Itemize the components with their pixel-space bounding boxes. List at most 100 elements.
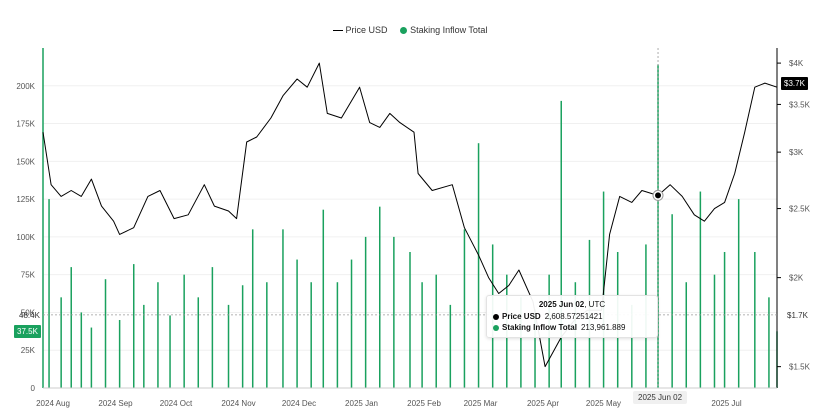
inflow-dot-icon: [493, 324, 499, 331]
inflow-bar: [183, 274, 185, 388]
tooltip-timezone: , UTC: [584, 300, 606, 309]
x-axis-tick-label: 2024 Sep: [98, 399, 133, 408]
tooltip-date: 2025 Jun 02: [538, 300, 585, 309]
right-axis-tick-label: $3K: [789, 148, 804, 157]
inflow-bar: [754, 252, 756, 388]
inflow-bar: [560, 100, 562, 388]
x-axis-tick-label: 2025 Apr: [527, 399, 559, 408]
inflow-bar: [657, 64, 659, 389]
price-line-swatch: [332, 29, 343, 31]
left-axis-tick-label: 200K: [16, 82, 35, 91]
right-axis-tick-label: $2.5K: [789, 205, 811, 214]
inflow-bar: [70, 267, 72, 388]
x-axis-tick-label: 2025 Mar: [464, 399, 498, 408]
inflow-bar: [737, 199, 740, 388]
inflow-bar: [520, 297, 522, 388]
left-current-badge: 37.5K: [14, 325, 41, 338]
inflow-bar: [421, 282, 423, 388]
x-axis-tick-label: 2025 May: [586, 399, 621, 408]
legend-inflow[interactable]: Staking Inflow Total: [400, 25, 487, 35]
inflow-bar: [118, 320, 121, 388]
inflow-bar: [393, 236, 395, 388]
legend-price-label: Price USD: [345, 24, 388, 35]
legend-inflow-label: Staking Inflow Total: [410, 24, 488, 35]
inflow-bar: [211, 267, 214, 388]
inflow-bar: [60, 297, 62, 388]
left-guide-badge: 48.4K: [19, 311, 40, 320]
inflow-bar: [282, 229, 284, 388]
hover-overlay: [43, 48, 777, 388]
left-axis-tick-label: 125K: [16, 195, 35, 204]
tooltip-date-line: 2025 Jun 02, UTC: [493, 300, 651, 309]
right-axis-tick-label: $4K: [789, 59, 804, 68]
inflow-bar: [477, 143, 480, 388]
left-axis-tick-label: 100K: [16, 233, 35, 242]
left-axis-tick-label: 25K: [21, 346, 36, 355]
legend-price[interactable]: Price USD: [332, 24, 388, 35]
right-guide-badge: $1.7K: [787, 311, 808, 320]
inflow-bar: [685, 282, 688, 388]
inflow-bars: [42, 48, 778, 389]
inflow-bar: [435, 274, 437, 388]
right-current-badge: $3.7K: [781, 77, 808, 90]
inflow-bar: [409, 252, 411, 388]
axes: 0 25K 50K 75K 100K 125K 150K 175K 200K $1.5K $2K $2…: [16, 48, 811, 408]
inflow-bar: [90, 327, 93, 388]
price-line: [42, 62, 778, 368]
x-axis-tick-label: 2024 Oct: [160, 399, 193, 408]
inflow-bar: [227, 304, 230, 388]
inflow-bar: [463, 229, 466, 388]
tooltip-price-value: 2,608.57251421: [544, 312, 603, 321]
inflow-bar: [80, 312, 83, 388]
inflow-bar: [42, 48, 44, 388]
inflow-bar: [104, 279, 107, 388]
inflow-bar: [251, 229, 254, 388]
left-axis-tick-label: 175K: [16, 120, 35, 129]
left-axis-tick-label: 0: [31, 384, 36, 393]
inflow-bar: [631, 304, 633, 388]
inflow-bar: [296, 259, 298, 388]
tooltip-inflow-value: 213,961.889: [580, 323, 626, 332]
tooltip-price-row: Price USD 2,608.57251421: [493, 311, 651, 322]
inflow-bar: [169, 315, 171, 388]
inflow-dot-swatch: [400, 26, 408, 34]
hover-tooltip: 2025 Jun 02, UTC Price USD 2,608.57251421…: [486, 295, 658, 338]
inflow-bar: [266, 282, 268, 388]
tooltip-inflow-row: Staking Inflow Total 213,961.889: [493, 322, 651, 333]
x-axis-tick-label: 2025 Feb: [407, 399, 441, 408]
x-hover-badge: 2025 Jun 02: [633, 391, 688, 404]
right-axis-tick-label: $1.5K: [789, 363, 811, 372]
x-axis-tick-label: 2025 Jan: [345, 399, 378, 408]
price-dot-icon: [493, 313, 499, 320]
inflow-bar: [132, 264, 135, 388]
inflow-bar: [768, 297, 770, 388]
tooltip-inflow-name: Staking Inflow Total: [502, 323, 577, 332]
price-line-group: [42, 62, 778, 368]
inflow-bar: [379, 206, 381, 388]
inflow-bar: [449, 304, 452, 388]
inflow-bar: [364, 236, 367, 388]
inflow-bar: [157, 282, 159, 388]
inflow-bar: [671, 214, 673, 388]
left-axis-tick-label: 150K: [16, 157, 35, 166]
inflow-bar: [723, 252, 726, 388]
right-axis-tick-label: $3.5K: [789, 100, 811, 109]
inflow-bar: [241, 285, 244, 388]
inflow-bar: [322, 209, 325, 388]
x-axis-tick-label: 2024 Nov: [221, 399, 255, 408]
inflow-bar: [310, 282, 312, 388]
chart-legend: Price USD Staking Inflow Total: [0, 24, 820, 35]
left-axis-tick-label: 50K: [21, 308, 36, 317]
inflow-bar: [336, 282, 339, 388]
inflow-bar: [48, 199, 50, 388]
x-axis-tick-label: 2024 Dec: [282, 399, 316, 408]
inflow-bar: [713, 274, 716, 388]
left-axis-tick-label: 75K: [21, 271, 36, 280]
inflow-bar: [143, 304, 145, 388]
tooltip-price-name: Price USD: [502, 312, 541, 321]
price-hover-point: [655, 192, 662, 199]
x-axis-tick-label: 2024 Aug: [36, 399, 70, 408]
inflow-bar: [350, 259, 353, 388]
inflow-bar: [534, 309, 536, 388]
